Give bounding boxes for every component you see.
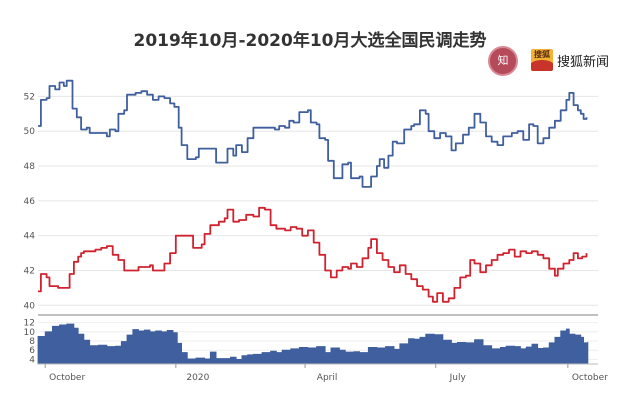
y-tick-label: 12 (24, 319, 35, 329)
x-tick-label: July (449, 373, 467, 383)
x-tick-label: October (572, 373, 608, 383)
volume-area-series (37, 323, 589, 365)
y-tick-label: 10 (24, 328, 36, 338)
chart-title: 2019年10月-2020年10月大选全国民调走势 (133, 31, 487, 51)
red-series-line (38, 206, 588, 303)
y-tick-label: 42 (24, 266, 35, 276)
y-tick-label: 4 (29, 355, 35, 365)
sohu-logo-text: 搜狐 (534, 50, 550, 59)
zhi-logo-text: 知 (497, 54, 509, 67)
brand-name: 搜狐新闻 (557, 55, 610, 70)
blue-series-line (38, 79, 588, 188)
x-tick-label: October (49, 373, 85, 383)
y-tick-label: 8 (29, 337, 35, 347)
x-tick-label: 2020 (186, 373, 209, 383)
y-tick-label: 50 (24, 127, 36, 137)
y-tick-label: 6 (29, 346, 35, 356)
y-tick-label: 52 (24, 92, 35, 102)
y-tick-label: 40 (24, 301, 36, 311)
zhi-logo-icon: 知 (488, 46, 518, 76)
x-tick-label: April (317, 373, 338, 383)
sohu-logo-icon: 搜狐 (531, 49, 553, 71)
y-tick-label: 48 (24, 162, 36, 172)
y-tick-label: 44 (24, 232, 36, 242)
y-tick-label: 46 (24, 197, 36, 207)
